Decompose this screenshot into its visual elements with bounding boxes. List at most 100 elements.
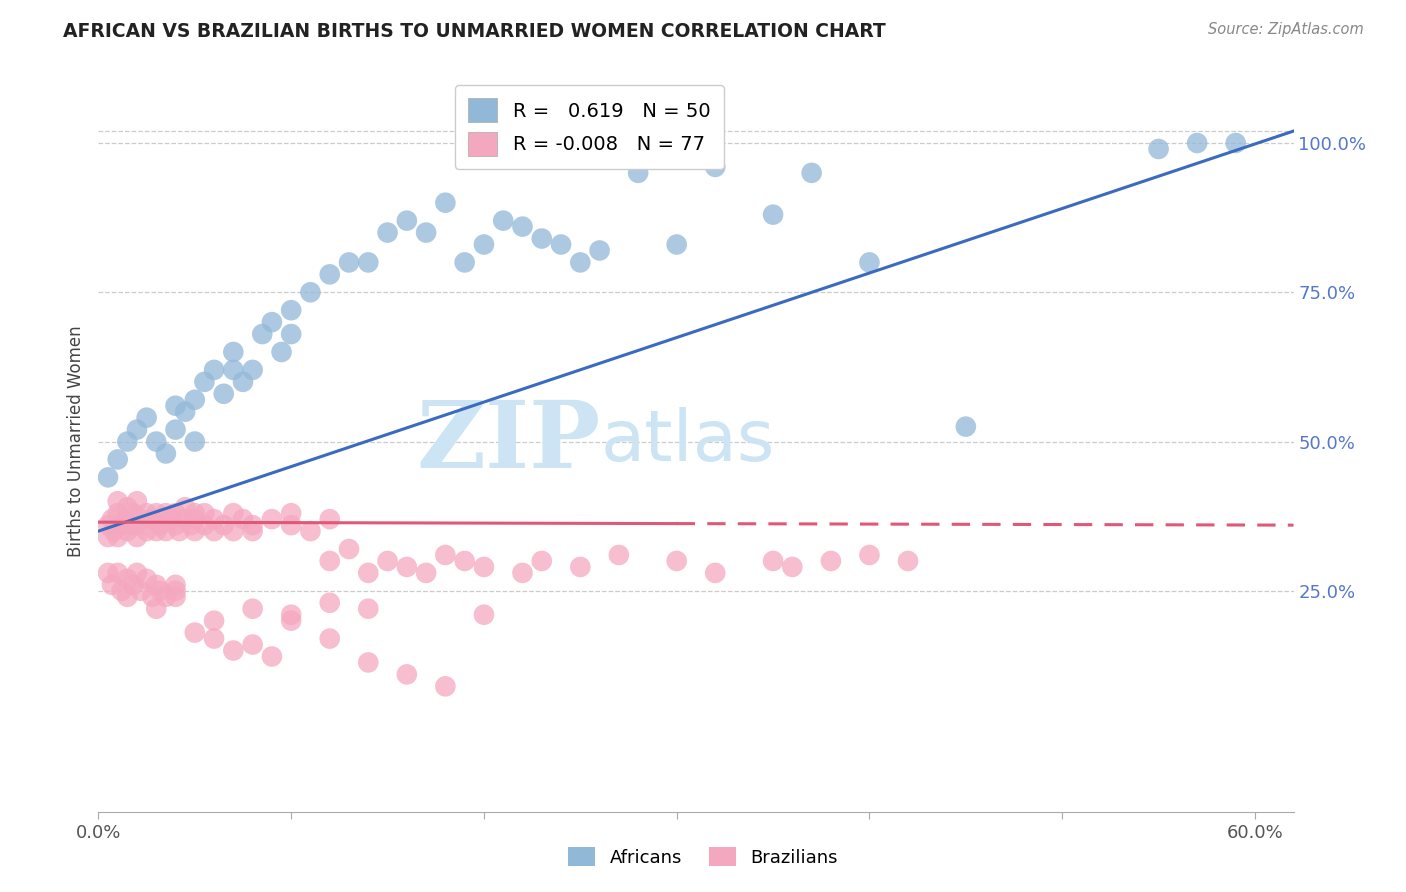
Point [97,518,120,533]
Point [125,518,148,533]
Point [434,548,457,562]
Point [280,614,302,628]
Point [242,638,264,652]
Point [145,578,167,592]
Point [665,237,688,252]
Point [122,506,145,520]
Point [222,506,245,520]
Point [530,231,553,245]
Point [820,554,842,568]
Point [270,345,292,359]
Point [222,524,245,538]
Point [319,268,342,282]
Point [222,363,245,377]
Point [193,506,215,520]
Point [122,578,145,592]
Point [107,530,129,544]
Text: Source: ZipAtlas.com: Source: ZipAtlas.com [1208,22,1364,37]
Point [242,601,264,615]
Point [135,506,157,520]
Point [117,572,139,586]
Point [193,518,215,533]
Point [97,530,120,544]
Point [627,166,650,180]
Point [222,345,245,359]
Point [141,590,163,604]
Point [212,386,235,401]
Point [955,419,977,434]
Point [588,244,610,258]
Point [202,512,225,526]
Point [299,285,322,300]
Point [202,632,225,646]
Point [377,226,399,240]
Point [377,554,399,568]
Point [492,213,515,227]
Point [858,255,880,269]
Point [569,560,592,574]
Point [101,578,124,592]
Point [117,590,139,604]
Point [280,506,302,520]
Point [337,255,360,269]
Point [1225,136,1247,150]
Point [357,656,380,670]
Point [357,566,380,580]
Legend: R =   0.619   N = 50, R = -0.008   N = 77: R = 0.619 N = 50, R = -0.008 N = 77 [454,85,724,169]
Point [232,512,254,526]
Point [704,566,727,580]
Point [145,601,167,615]
Point [184,524,207,538]
Point [120,518,142,533]
Point [782,560,804,574]
Point [145,524,167,538]
Point [184,392,207,407]
Point [184,625,207,640]
Point [242,518,264,533]
Point [280,327,302,342]
Point [512,566,534,580]
Point [155,506,177,520]
Point [160,512,183,526]
Point [165,506,187,520]
Point [184,434,207,449]
Point [665,554,688,568]
Point [135,572,157,586]
Point [165,590,187,604]
Point [319,554,342,568]
Point [165,578,187,592]
Point [299,524,322,538]
Point [1147,142,1170,156]
Point [242,524,264,538]
Point [242,363,264,377]
Point [415,566,437,580]
Point [125,566,148,580]
Point [319,512,342,526]
Point [453,255,475,269]
Point [434,679,457,693]
Point [117,434,139,449]
Point [762,208,785,222]
Point [125,494,148,508]
Text: atlas: atlas [600,407,775,476]
Point [114,512,136,526]
Point [395,560,418,574]
Point [395,213,418,227]
Point [184,506,207,520]
Point [193,375,215,389]
Point [550,237,572,252]
Point [184,512,207,526]
Point [280,518,302,533]
Point [169,524,191,538]
Point [472,607,495,622]
Point [165,583,187,598]
Point [107,452,129,467]
Point [141,512,163,526]
Point [319,632,342,646]
Point [174,512,197,526]
Point [607,548,630,562]
Point [117,500,139,515]
Point [107,566,129,580]
Point [125,530,148,544]
Point [117,524,139,538]
